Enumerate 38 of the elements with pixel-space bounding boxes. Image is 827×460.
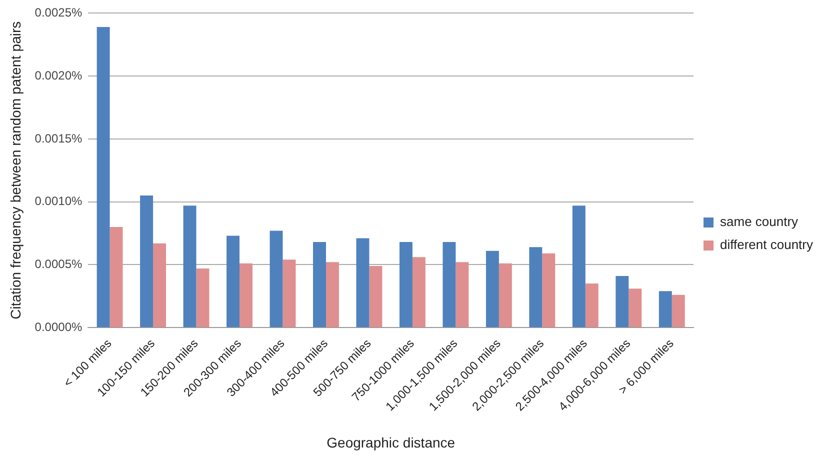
x-axis-title: Geographic distance (326, 434, 456, 450)
bar (658, 291, 672, 328)
y-tick-label: 0.0000% (34, 320, 82, 334)
bar (196, 268, 210, 328)
bar (542, 253, 556, 328)
y-tick-label: 0.0005% (34, 257, 82, 272)
y-axis-title: Citation frequency between random patent pairs (7, 21, 24, 320)
bar (226, 236, 240, 328)
bar (356, 238, 370, 328)
bar (628, 288, 642, 328)
bar (486, 250, 499, 328)
bar (498, 263, 512, 328)
bar (369, 266, 382, 328)
bar (282, 260, 296, 328)
bar (183, 206, 196, 328)
bar (399, 242, 412, 328)
bar (96, 27, 110, 328)
legend-label: different country (720, 237, 814, 252)
legend-label: same country (720, 214, 799, 230)
bar (442, 242, 456, 328)
bar (456, 262, 469, 328)
bar (270, 230, 283, 328)
bar (110, 226, 123, 328)
bar (140, 196, 154, 328)
bar (616, 276, 629, 328)
bar (313, 242, 326, 328)
bar (412, 257, 426, 328)
y-tick-label: 0.0015% (34, 131, 82, 146)
bar (585, 284, 598, 328)
bar (529, 247, 542, 328)
bar (153, 243, 166, 328)
y-tick-label: 0.0010% (34, 194, 82, 208)
bar (326, 262, 339, 328)
y-tick-label: 0.0025% (34, 6, 82, 20)
y-tick-label: 0.0020% (34, 68, 82, 82)
bar (672, 294, 685, 328)
bar (572, 206, 586, 328)
bar (240, 263, 252, 328)
